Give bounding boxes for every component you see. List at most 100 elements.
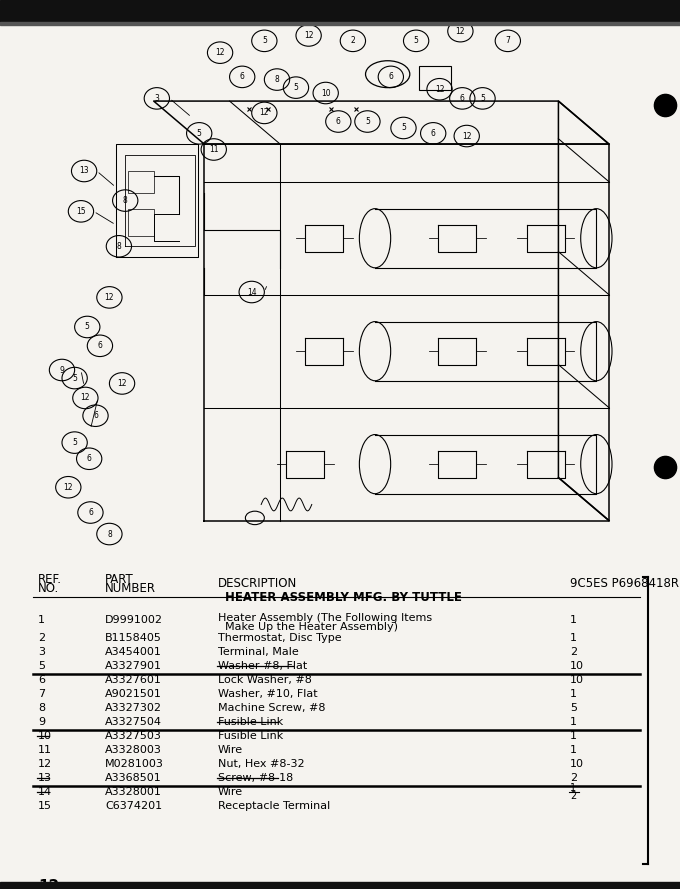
Text: Wire: Wire (218, 745, 243, 756)
Text: 1: 1 (570, 732, 577, 741)
Text: 6: 6 (460, 94, 464, 103)
Text: 6: 6 (88, 508, 93, 517)
Text: Heater Assembly (The Following Items: Heater Assembly (The Following Items (218, 613, 432, 623)
Text: 12: 12 (435, 84, 444, 93)
Text: 7: 7 (38, 689, 45, 700)
Text: 14: 14 (38, 787, 52, 797)
Text: A3454001: A3454001 (105, 647, 162, 657)
Text: 1: 1 (570, 783, 576, 793)
Text: 2: 2 (570, 773, 577, 783)
Text: 2: 2 (570, 647, 577, 657)
Text: 12: 12 (105, 292, 114, 302)
Text: 5: 5 (72, 438, 77, 447)
Text: 5: 5 (294, 84, 299, 92)
Text: 6: 6 (87, 454, 92, 463)
Text: 11: 11 (38, 745, 52, 756)
Bar (129, 209, 154, 236)
Text: 2: 2 (570, 791, 576, 801)
Text: NUMBER: NUMBER (105, 582, 156, 596)
Text: A3328001: A3328001 (105, 787, 162, 797)
Text: Machine Screw, #8: Machine Screw, #8 (218, 703, 326, 713)
Text: 12: 12 (216, 48, 225, 57)
Text: 12: 12 (260, 108, 269, 117)
Text: 8: 8 (116, 242, 121, 251)
Text: HEATER ASSEMBLY MFG. BY TUTTLE: HEATER ASSEMBLY MFG. BY TUTTLE (225, 590, 462, 604)
Text: 12: 12 (81, 394, 90, 403)
Text: PART: PART (105, 573, 134, 586)
Text: 12: 12 (304, 31, 313, 40)
Text: 5: 5 (38, 661, 45, 671)
Text: 5: 5 (365, 117, 370, 126)
Text: 6: 6 (388, 72, 393, 82)
Bar (420, 66, 451, 91)
Bar (0, 0, 680, 22)
Text: 12: 12 (462, 132, 471, 140)
Text: NO.: NO. (38, 582, 59, 596)
Text: A3327504: A3327504 (105, 717, 162, 727)
Text: 8: 8 (123, 196, 128, 205)
Text: 5: 5 (570, 703, 577, 713)
Text: 9: 9 (60, 365, 65, 374)
Text: C6374201: C6374201 (105, 801, 162, 811)
Text: A3327901: A3327901 (105, 661, 162, 671)
Text: A3327503: A3327503 (105, 732, 162, 741)
Text: 1: 1 (570, 689, 577, 700)
Text: 1: 1 (570, 717, 577, 727)
Text: Wire: Wire (218, 787, 243, 797)
Text: 6: 6 (97, 341, 103, 350)
Text: 11: 11 (209, 145, 218, 154)
Text: 2: 2 (350, 36, 355, 45)
Text: 12: 12 (118, 379, 126, 388)
Text: 8: 8 (275, 75, 279, 84)
Text: 13: 13 (38, 773, 52, 783)
Text: Receptacle Terminal: Receptacle Terminal (218, 801, 330, 811)
Text: 6: 6 (38, 676, 45, 685)
Text: 5: 5 (197, 129, 202, 138)
Bar (0, 882, 680, 889)
Text: 12: 12 (38, 759, 52, 769)
Text: 10: 10 (38, 732, 52, 741)
Text: DESCRIPTION: DESCRIPTION (218, 578, 297, 590)
Text: A3327302: A3327302 (105, 703, 162, 713)
Text: Lock Washer, #8: Lock Washer, #8 (218, 676, 312, 685)
Text: 2: 2 (38, 633, 45, 644)
Text: 10: 10 (321, 89, 330, 98)
Text: Nut, Hex #8-32: Nut, Hex #8-32 (218, 759, 305, 769)
Text: Screw, #8-18: Screw, #8-18 (218, 773, 293, 783)
Text: Thermostat, Disc Type: Thermostat, Disc Type (218, 633, 341, 644)
Text: 6: 6 (240, 72, 245, 82)
Text: 8: 8 (38, 703, 45, 713)
Text: 5: 5 (262, 36, 267, 45)
Text: B1158405: B1158405 (105, 633, 162, 644)
Text: 7: 7 (505, 36, 510, 45)
Bar (129, 171, 154, 193)
Text: 5: 5 (72, 373, 77, 382)
Text: 5: 5 (413, 36, 419, 45)
Text: 13: 13 (80, 166, 89, 175)
Text: 6: 6 (93, 412, 98, 420)
Text: 12: 12 (63, 483, 73, 492)
Text: 1: 1 (38, 615, 45, 625)
Text: D9991002: D9991002 (105, 615, 163, 625)
Text: REF.: REF. (38, 573, 62, 586)
Text: 1: 1 (570, 745, 577, 756)
Text: 15: 15 (38, 801, 52, 811)
Text: 15: 15 (76, 207, 86, 216)
Text: Make Up the Heater Assembly): Make Up the Heater Assembly) (218, 622, 398, 632)
Text: 5: 5 (401, 124, 406, 132)
Text: Terminal, Male: Terminal, Male (218, 647, 299, 657)
Text: 12: 12 (456, 27, 465, 36)
Text: 14: 14 (247, 287, 256, 297)
Text: Washer #8, Flat: Washer #8, Flat (218, 661, 307, 671)
Text: A3327601: A3327601 (105, 676, 162, 685)
Text: A9021501: A9021501 (105, 689, 162, 700)
Text: 3: 3 (38, 647, 45, 657)
Text: 5: 5 (85, 323, 90, 332)
Text: 3: 3 (154, 94, 159, 103)
Text: M0281003: M0281003 (105, 759, 164, 769)
Text: 5: 5 (480, 94, 485, 103)
Text: Fusible Link: Fusible Link (218, 717, 284, 727)
Text: A3328003: A3328003 (105, 745, 162, 756)
Text: 1: 1 (570, 633, 577, 644)
Text: 9: 9 (38, 717, 45, 727)
